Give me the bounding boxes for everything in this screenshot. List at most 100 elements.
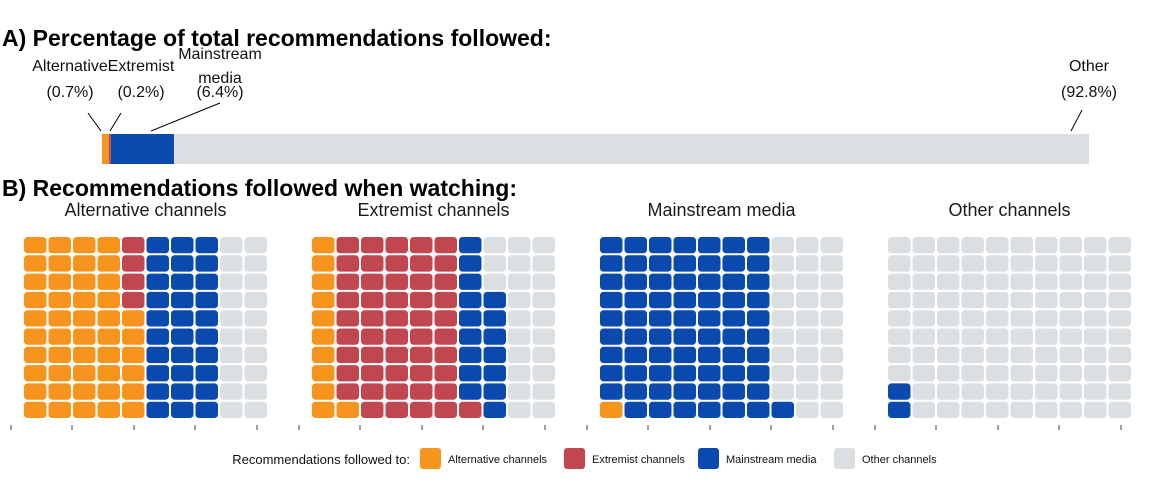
waffle-cell bbox=[97, 346, 120, 364]
waffle-cell bbox=[532, 291, 555, 309]
waffle-cell bbox=[796, 291, 819, 309]
waffle-cell bbox=[961, 365, 984, 382]
waffle-cell bbox=[986, 273, 1009, 290]
waffle-cell bbox=[361, 273, 384, 290]
legend-label-mainstream-media: Mainstream media bbox=[726, 454, 817, 466]
waffle-cell bbox=[937, 237, 960, 254]
waffle-cell bbox=[195, 328, 218, 345]
waffle-cell bbox=[937, 310, 960, 327]
waffle-cell bbox=[508, 346, 531, 364]
label-other-pct: (92.8%) bbox=[1061, 84, 1117, 101]
waffle-cell bbox=[1059, 365, 1082, 382]
waffle-cell bbox=[1059, 291, 1082, 309]
bar-callouts: Alternative (0.7%) Extremist (0.2%) Main… bbox=[32, 46, 1117, 132]
waffle-cell bbox=[532, 273, 555, 290]
bar-segment-extremist bbox=[108, 134, 111, 164]
waffle-cell bbox=[1035, 401, 1058, 418]
waffle-cell bbox=[336, 365, 359, 382]
waffle-cell bbox=[434, 255, 457, 272]
waffle-cell bbox=[410, 255, 433, 272]
panel-title-other-channels: Other channels bbox=[948, 200, 1070, 220]
waffle-cell bbox=[146, 291, 169, 309]
waffle-cell bbox=[434, 346, 457, 364]
waffle-cell bbox=[483, 310, 506, 327]
stacked-bar bbox=[102, 134, 1090, 164]
waffle-cell bbox=[722, 273, 745, 290]
waffle-cell bbox=[244, 365, 267, 382]
waffle-cell bbox=[97, 273, 120, 290]
waffle-cell bbox=[508, 383, 531, 400]
waffle-cell bbox=[220, 328, 243, 345]
waffle-cell bbox=[73, 310, 96, 327]
waffle-cell bbox=[459, 383, 482, 400]
waffle-cell bbox=[73, 291, 96, 309]
waffle-cell bbox=[122, 346, 145, 364]
waffle-cell bbox=[385, 365, 408, 382]
waffle-cell bbox=[24, 310, 47, 327]
waffle-panel-other-channels: Other channels bbox=[888, 200, 1131, 418]
waffle-cell bbox=[459, 328, 482, 345]
waffle-cell bbox=[434, 401, 457, 418]
waffle-cell bbox=[912, 310, 935, 327]
waffle-cell bbox=[673, 328, 696, 345]
waffle-cell bbox=[312, 328, 335, 345]
waffle-cell bbox=[336, 383, 359, 400]
waffle-cell bbox=[385, 401, 408, 418]
waffle-cell bbox=[1035, 383, 1058, 400]
waffle-cell bbox=[73, 273, 96, 290]
waffle-cell bbox=[385, 310, 408, 327]
waffle-cell bbox=[483, 328, 506, 345]
waffle-cell bbox=[434, 310, 457, 327]
waffle-cell bbox=[912, 383, 935, 400]
waffle-cell bbox=[1010, 255, 1033, 272]
waffle-cell bbox=[508, 255, 531, 272]
waffle-cell bbox=[1108, 346, 1131, 364]
waffle-cell bbox=[1010, 401, 1033, 418]
waffle-cell bbox=[624, 401, 647, 418]
waffle-cell bbox=[722, 346, 745, 364]
waffle-cell bbox=[434, 237, 457, 254]
label-mainstream-name-line1: Mainstream bbox=[178, 46, 262, 63]
waffle-cell bbox=[1010, 273, 1033, 290]
waffle-cell bbox=[508, 401, 531, 418]
waffle-cell bbox=[532, 365, 555, 382]
waffle-cell bbox=[698, 291, 721, 309]
waffle-cell bbox=[336, 346, 359, 364]
waffle-cell bbox=[771, 310, 794, 327]
waffle-cell bbox=[722, 237, 745, 254]
waffle-cell bbox=[312, 346, 335, 364]
waffle-cell bbox=[796, 365, 819, 382]
waffle-cell bbox=[312, 255, 335, 272]
waffle-cell bbox=[195, 365, 218, 382]
waffle-cell bbox=[220, 310, 243, 327]
waffle-cell bbox=[1084, 346, 1107, 364]
bar-segment-alternative bbox=[102, 134, 109, 164]
waffle-cell bbox=[171, 365, 194, 382]
waffle-cell bbox=[48, 310, 71, 327]
waffle-cell bbox=[73, 237, 96, 254]
waffle-cell bbox=[698, 346, 721, 364]
waffle-cell bbox=[1108, 401, 1131, 418]
waffle-cell bbox=[459, 401, 482, 418]
waffle-cell bbox=[1035, 237, 1058, 254]
waffle-cell bbox=[312, 383, 335, 400]
waffle-cell bbox=[336, 291, 359, 309]
waffle-cell bbox=[698, 365, 721, 382]
waffle-cell bbox=[912, 291, 935, 309]
waffle-cell bbox=[1059, 346, 1082, 364]
waffle-cell bbox=[698, 255, 721, 272]
waffle-cell bbox=[312, 291, 335, 309]
axis-ticks bbox=[10, 425, 1122, 430]
waffle-cell bbox=[649, 383, 672, 400]
waffle-cell bbox=[171, 255, 194, 272]
waffle-cell bbox=[820, 310, 843, 327]
leader-line-alternative bbox=[87, 112, 102, 132]
waffle-cell bbox=[912, 365, 935, 382]
waffle-cell bbox=[1084, 237, 1107, 254]
waffle-cell bbox=[747, 401, 770, 418]
legend-swatch-other-channels bbox=[834, 448, 855, 469]
waffle-cell bbox=[1084, 310, 1107, 327]
waffle-cell bbox=[1108, 365, 1131, 382]
label-alternative-pct: (0.7%) bbox=[46, 84, 93, 101]
